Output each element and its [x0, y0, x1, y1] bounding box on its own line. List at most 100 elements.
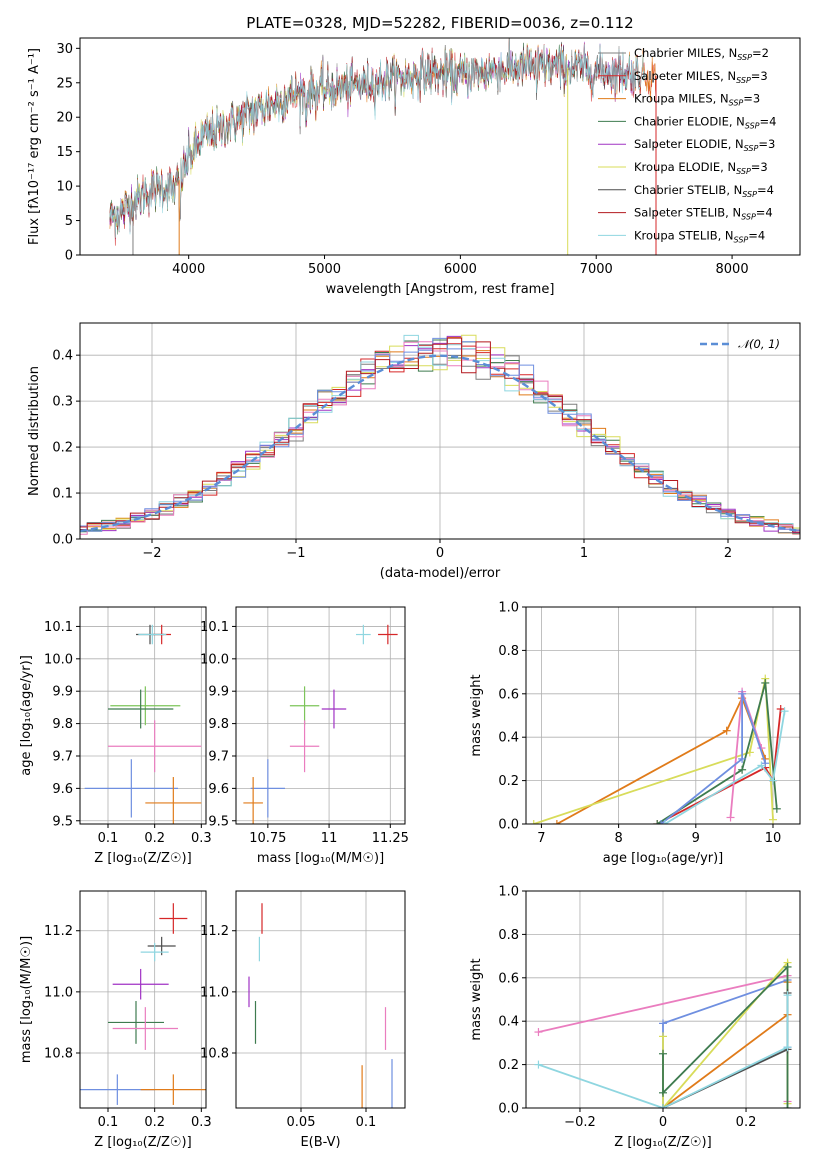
- weight-line-chabrier_stelib: [662, 993, 789, 1108]
- weight-line-blue: [660, 693, 767, 824]
- tick-label-y: 5: [65, 214, 73, 229]
- tick-label-y: 9.7: [52, 749, 73, 764]
- tick-label-y: 9.5: [52, 814, 73, 829]
- x-axis-label: E(B-V): [300, 1135, 340, 1150]
- tick-label-x: −1: [286, 546, 305, 561]
- panel-weight_vs_age: 7 8 9 10 0.0 0.2 0.4 0.6 0.8 1.0 age [log₁₀(age/yr…: [469, 601, 801, 866]
- tick-label-y: 11.2: [200, 924, 229, 939]
- axes-frame: [79, 606, 207, 825]
- tick-label-y: 0.4: [52, 349, 73, 364]
- tick-label-y: 0.6: [498, 687, 519, 702]
- tick-label-x: 7000: [580, 262, 613, 277]
- x-axis-label: mass [log₁₀(M/M☉)]: [257, 851, 384, 866]
- tick-label-y: 25: [56, 76, 73, 91]
- panel-spectrum: 4000 5000 6000 7000 8000 0 5 10 15 20 25 30 waveleng…: [27, 37, 801, 297]
- legend-normal-label: 𝒩(0, 1): [738, 337, 780, 351]
- y-axis-label: Flux [fλ10⁻¹⁷ erg cm⁻² s⁻¹ A⁻¹]: [27, 48, 42, 245]
- tick-label-y: 9.6: [52, 782, 73, 797]
- tick-label-y: 0: [65, 249, 73, 264]
- y-axis-label: mass weight: [469, 674, 484, 756]
- tick-label-y: 11.2: [44, 924, 73, 939]
- plot-area-mass_vs_ebv: [248, 903, 393, 1108]
- plot-area-spectrum: [109, 38, 657, 255]
- x-axis-label: Z [log₁₀(Z/Z☉)]: [614, 1135, 711, 1150]
- tick-label-x: 0.2: [144, 831, 165, 846]
- plot-area-weight_vs_Z: [534, 958, 792, 1108]
- y-axis-label: Normed distribution: [27, 366, 42, 496]
- panel-mass_vs_ebv: 0.05 0.1 10.8 11.0 11.2 E(B-V): [200, 890, 406, 1150]
- weight-line-chabrier_elodie: [656, 682, 778, 824]
- tick-label-y: 0.4: [498, 731, 519, 746]
- tick-label-y: 0.4: [498, 1015, 519, 1030]
- tick-label-x: 5000: [308, 262, 341, 277]
- x-axis-label: wavelength [Angstrom, rest frame]: [326, 282, 555, 297]
- legend-entry: Chabrier ELODIE, NSSP=4: [634, 114, 776, 130]
- plot-area-age_vs_Z: [84, 624, 202, 824]
- weight-line-kroupa_stelib: [538, 995, 789, 1108]
- panel-age_vs_Z: 0.1 0.2 0.3 9.5 9.6 9.7 9.8 9.9 10.0 10.1 Z [log₁₀…: [19, 606, 212, 866]
- tick-label-y: 0.0: [498, 818, 519, 833]
- tick-label-y: 11.0: [44, 985, 73, 1000]
- tick-label-x: 0.3: [191, 831, 212, 846]
- tick-label-y: 0.2: [498, 774, 519, 789]
- tick-label-y: 10.0: [200, 652, 229, 667]
- tick-label-x: 0: [436, 546, 444, 561]
- tick-label-y: 1.0: [498, 601, 519, 616]
- tick-label-x: 0.1: [98, 831, 119, 846]
- tick-label-y: 9.9: [52, 685, 73, 700]
- spectrum-line-salpeter_stelib: [109, 38, 643, 240]
- tick-label-y: 9.6: [208, 782, 229, 797]
- tick-label-y: 0.1: [52, 487, 73, 502]
- tick-label-y: 10.8: [44, 1046, 73, 1061]
- tick-label-y: 10: [56, 180, 73, 195]
- tick-label-y: 10.1: [44, 620, 73, 635]
- tick-label-x: −0.2: [564, 1115, 596, 1130]
- weight-line-kroupa_elodie: [662, 960, 789, 1108]
- x-axis-label: (data-model)/error: [380, 566, 501, 581]
- tick-label-x: 11: [321, 831, 338, 846]
- tick-label-x: 7: [537, 831, 545, 846]
- tick-label-x: 2: [724, 546, 732, 561]
- histogram-kroupa_stelib: [80, 334, 800, 532]
- tick-label-y: 0.6: [498, 971, 519, 986]
- tick-label-x: 0.2: [144, 1115, 165, 1130]
- tick-label-y: 10.8: [200, 1046, 229, 1061]
- tick-label-y: 15: [56, 145, 73, 160]
- plot-area-weight_vs_age: [529, 674, 789, 824]
- legend-entry: Salpeter ELODIE, NSSP=3: [634, 137, 775, 153]
- axes-frame: [79, 890, 207, 1109]
- tick-label-y: 20: [56, 111, 73, 126]
- legend-entry: Salpeter MILES, NSSP=3: [634, 69, 768, 85]
- tick-label-y: 9.5: [208, 814, 229, 829]
- tick-label-y: 30: [56, 42, 73, 57]
- tick-label-y: 0.0: [498, 1102, 519, 1117]
- axes-frame: [525, 606, 801, 825]
- tick-label-y: 0.3: [52, 395, 73, 410]
- tick-label-x: −2: [142, 546, 161, 561]
- tick-label-x: 6000: [444, 262, 477, 277]
- histogram-pink: [80, 341, 800, 535]
- plot-area-mass_vs_Z: [80, 903, 206, 1105]
- legend-entry: Chabrier MILES, NSSP=2: [634, 46, 769, 62]
- normal-curve: [80, 354, 800, 533]
- tick-label-y: 9.7: [208, 749, 229, 764]
- tick-label-y: 9.8: [52, 717, 73, 732]
- tick-label-x: 0.1: [356, 1115, 377, 1130]
- axes-frame: [235, 606, 406, 825]
- tick-label-x: 10: [765, 831, 782, 846]
- tick-label-y: 9.8: [208, 717, 229, 732]
- legend-entry: Kroupa MILES, NSSP=3: [634, 92, 760, 108]
- tick-label-x: 0: [659, 1115, 667, 1130]
- tick-label-y: 0.2: [498, 1058, 519, 1073]
- legend-entry: Chabrier STELIB, NSSP=4: [634, 183, 774, 199]
- axes-frame: [79, 37, 801, 256]
- tick-label-x: 4000: [172, 262, 205, 277]
- spectrum-line-kroupa_stelib: [109, 38, 646, 238]
- legend-models: Chabrier MILES, NSSP=2 Salpeter MILES, NS…: [598, 46, 776, 244]
- tick-label-y: 0.0: [52, 533, 73, 548]
- legend-entry: Kroupa STELIB, NSSP=4: [634, 228, 765, 244]
- weight-line-kroupa_stelib: [664, 711, 786, 824]
- x-axis-label: age [log₁₀(age/yr)]: [603, 851, 724, 866]
- tick-label-x: 9: [692, 831, 700, 846]
